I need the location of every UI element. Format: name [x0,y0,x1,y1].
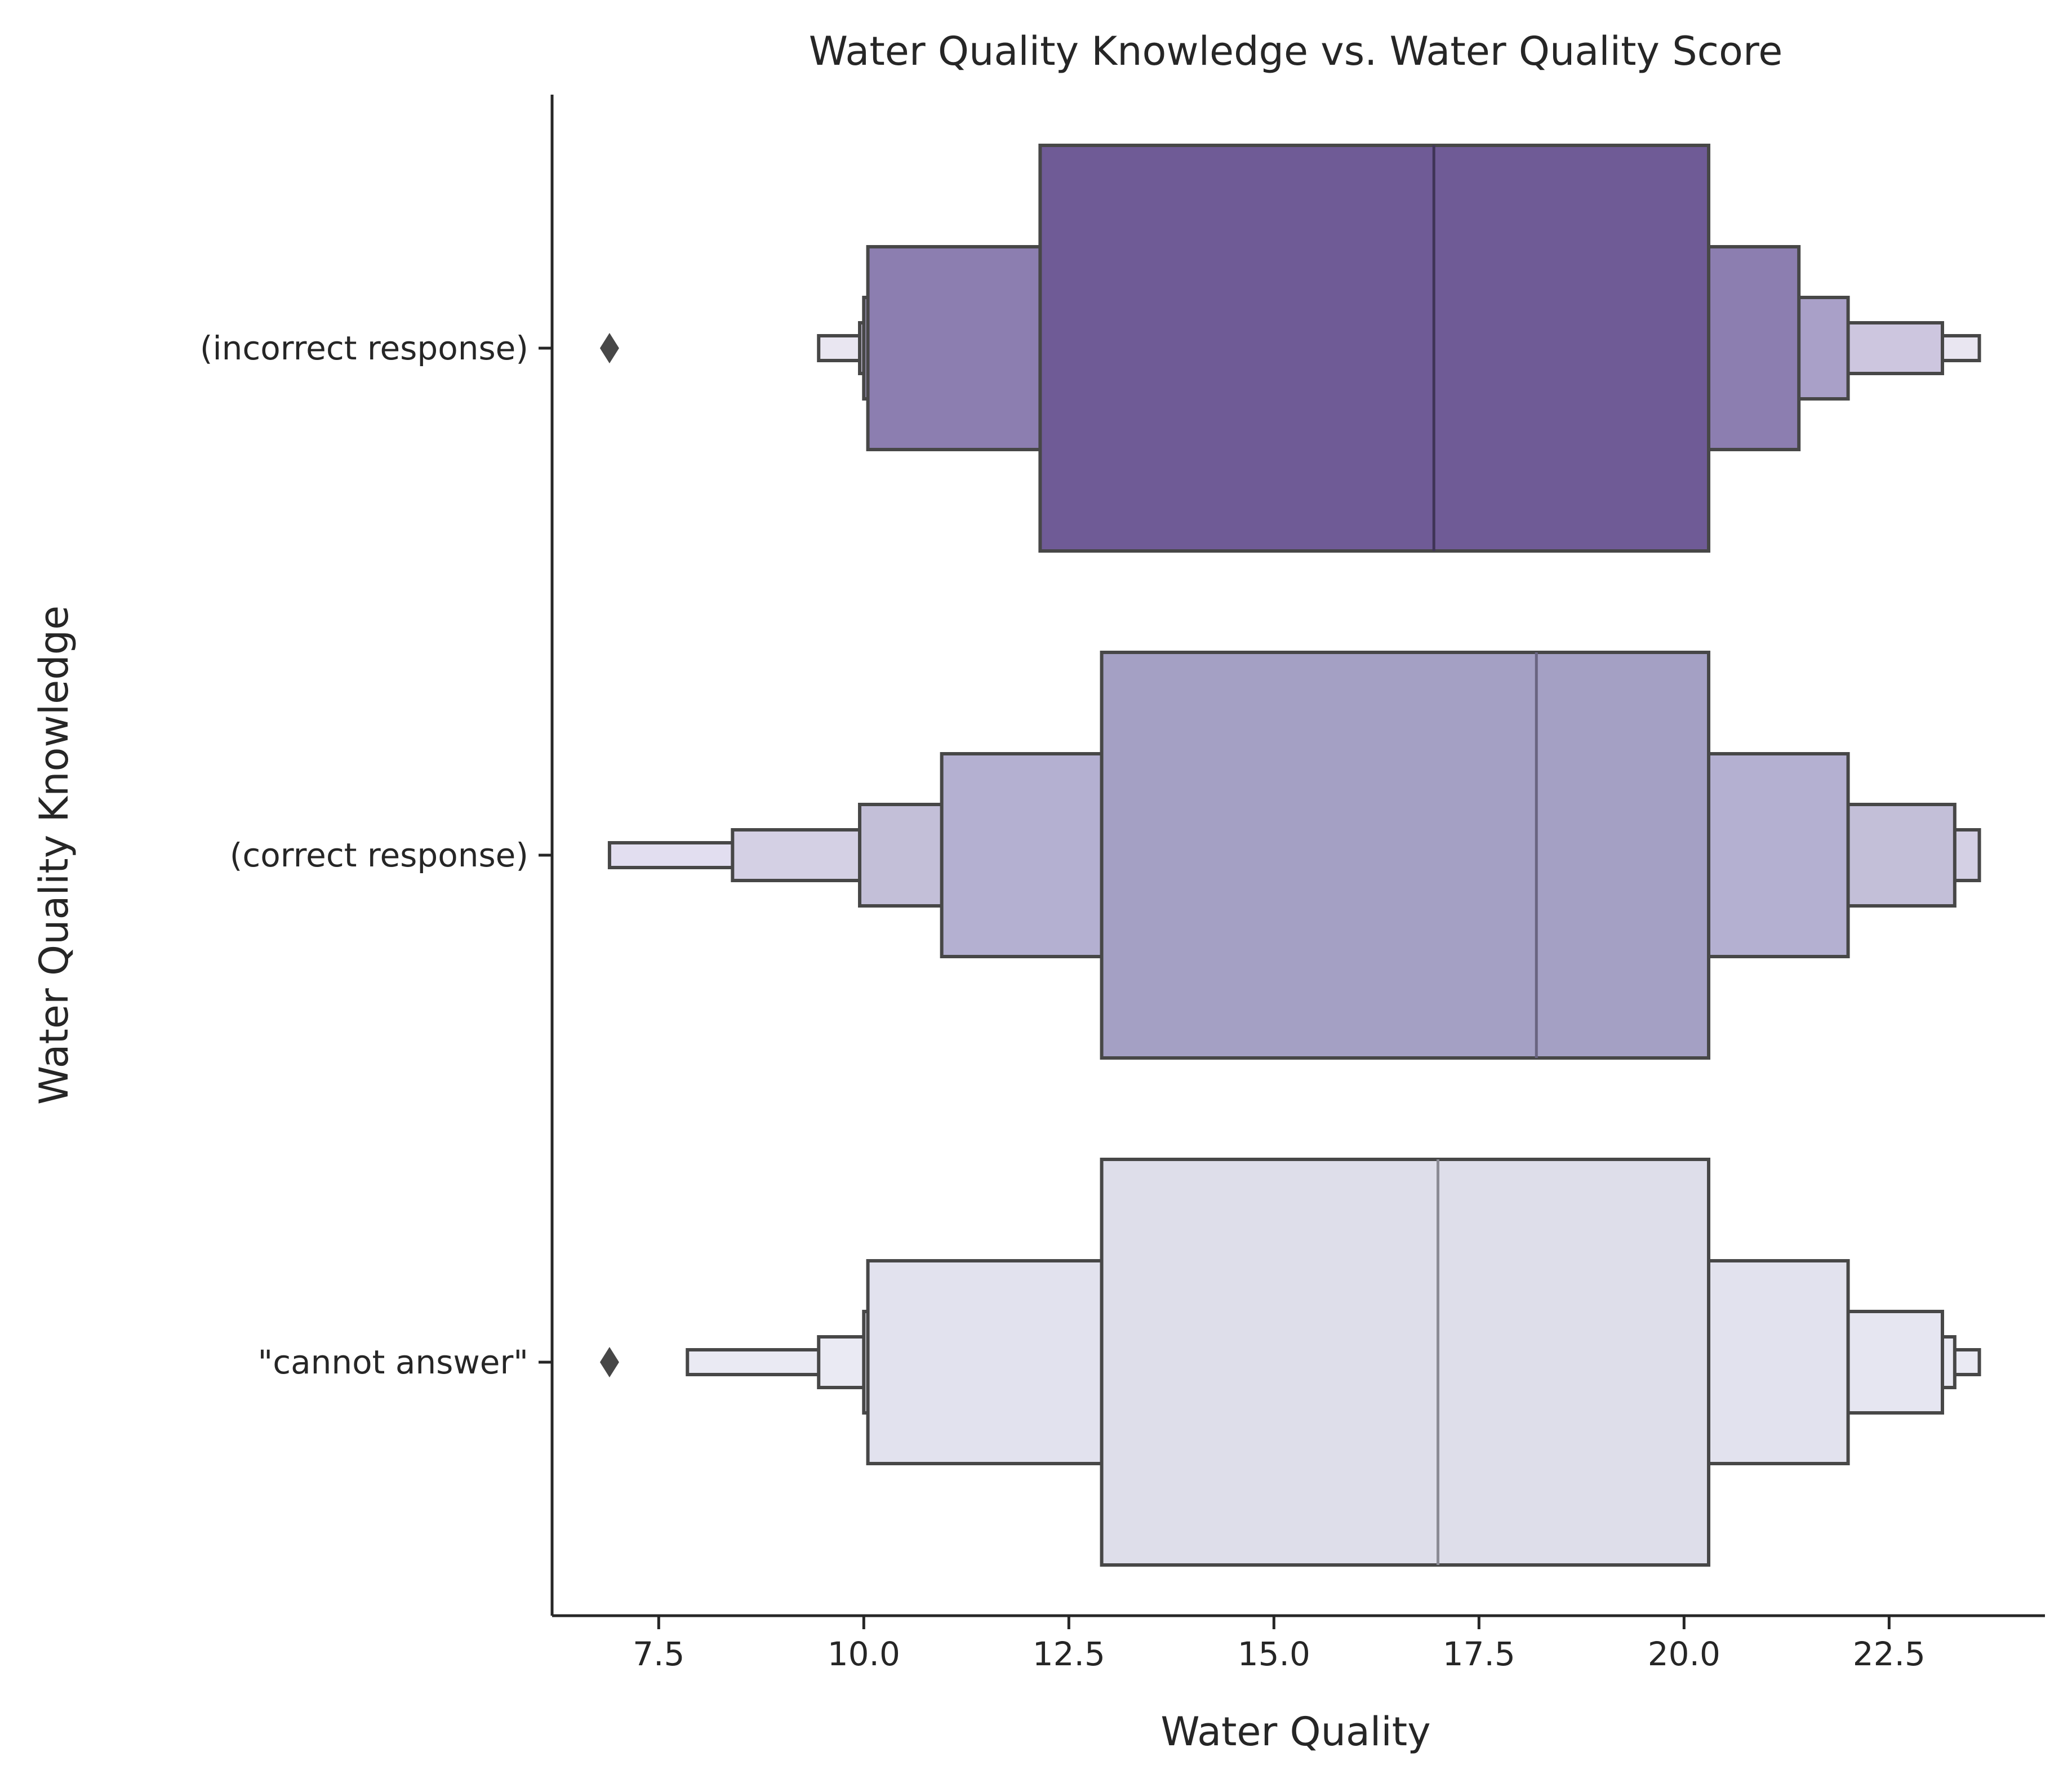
boxen-box [1100,1158,1711,1567]
x-tick-label: 12.5 [1033,1635,1105,1673]
y-axis-label: Water Quality Knowledge [31,606,77,1105]
series-group [607,651,1981,1060]
boxen-box [1100,651,1711,1060]
boxen-box [1038,144,1711,553]
x-tick-label: 17.5 [1443,1635,1515,1673]
x-tick-label: 10.0 [828,1635,900,1673]
series-group [599,1158,1981,1567]
y-tick-label: (correct response) [230,836,528,874]
x-tick-label: 15.0 [1238,1635,1310,1673]
plot-area [599,144,1981,1567]
outlier-point [599,333,619,363]
x-tick-label: 22.5 [1853,1635,1926,1673]
x-tick-label: 20.0 [1648,1635,1720,1673]
y-axis-ticks: (incorrect response) (correct response) "c… [200,329,552,1381]
chart-title: Water Quality Knowledge vs. Water Qualit… [809,28,1783,74]
x-axis-ticks: 7.5 10.0 12.5 15.0 17.5 20.0 22.5 [633,1616,1926,1673]
x-axis-label: Water Quality [1161,1709,1430,1755]
y-tick-label: "cannot answer" [258,1343,528,1381]
y-tick-label: (incorrect response) [200,329,528,367]
series-group [599,144,1981,553]
outlier-point [599,1347,619,1377]
x-tick-label: 7.5 [633,1635,684,1673]
